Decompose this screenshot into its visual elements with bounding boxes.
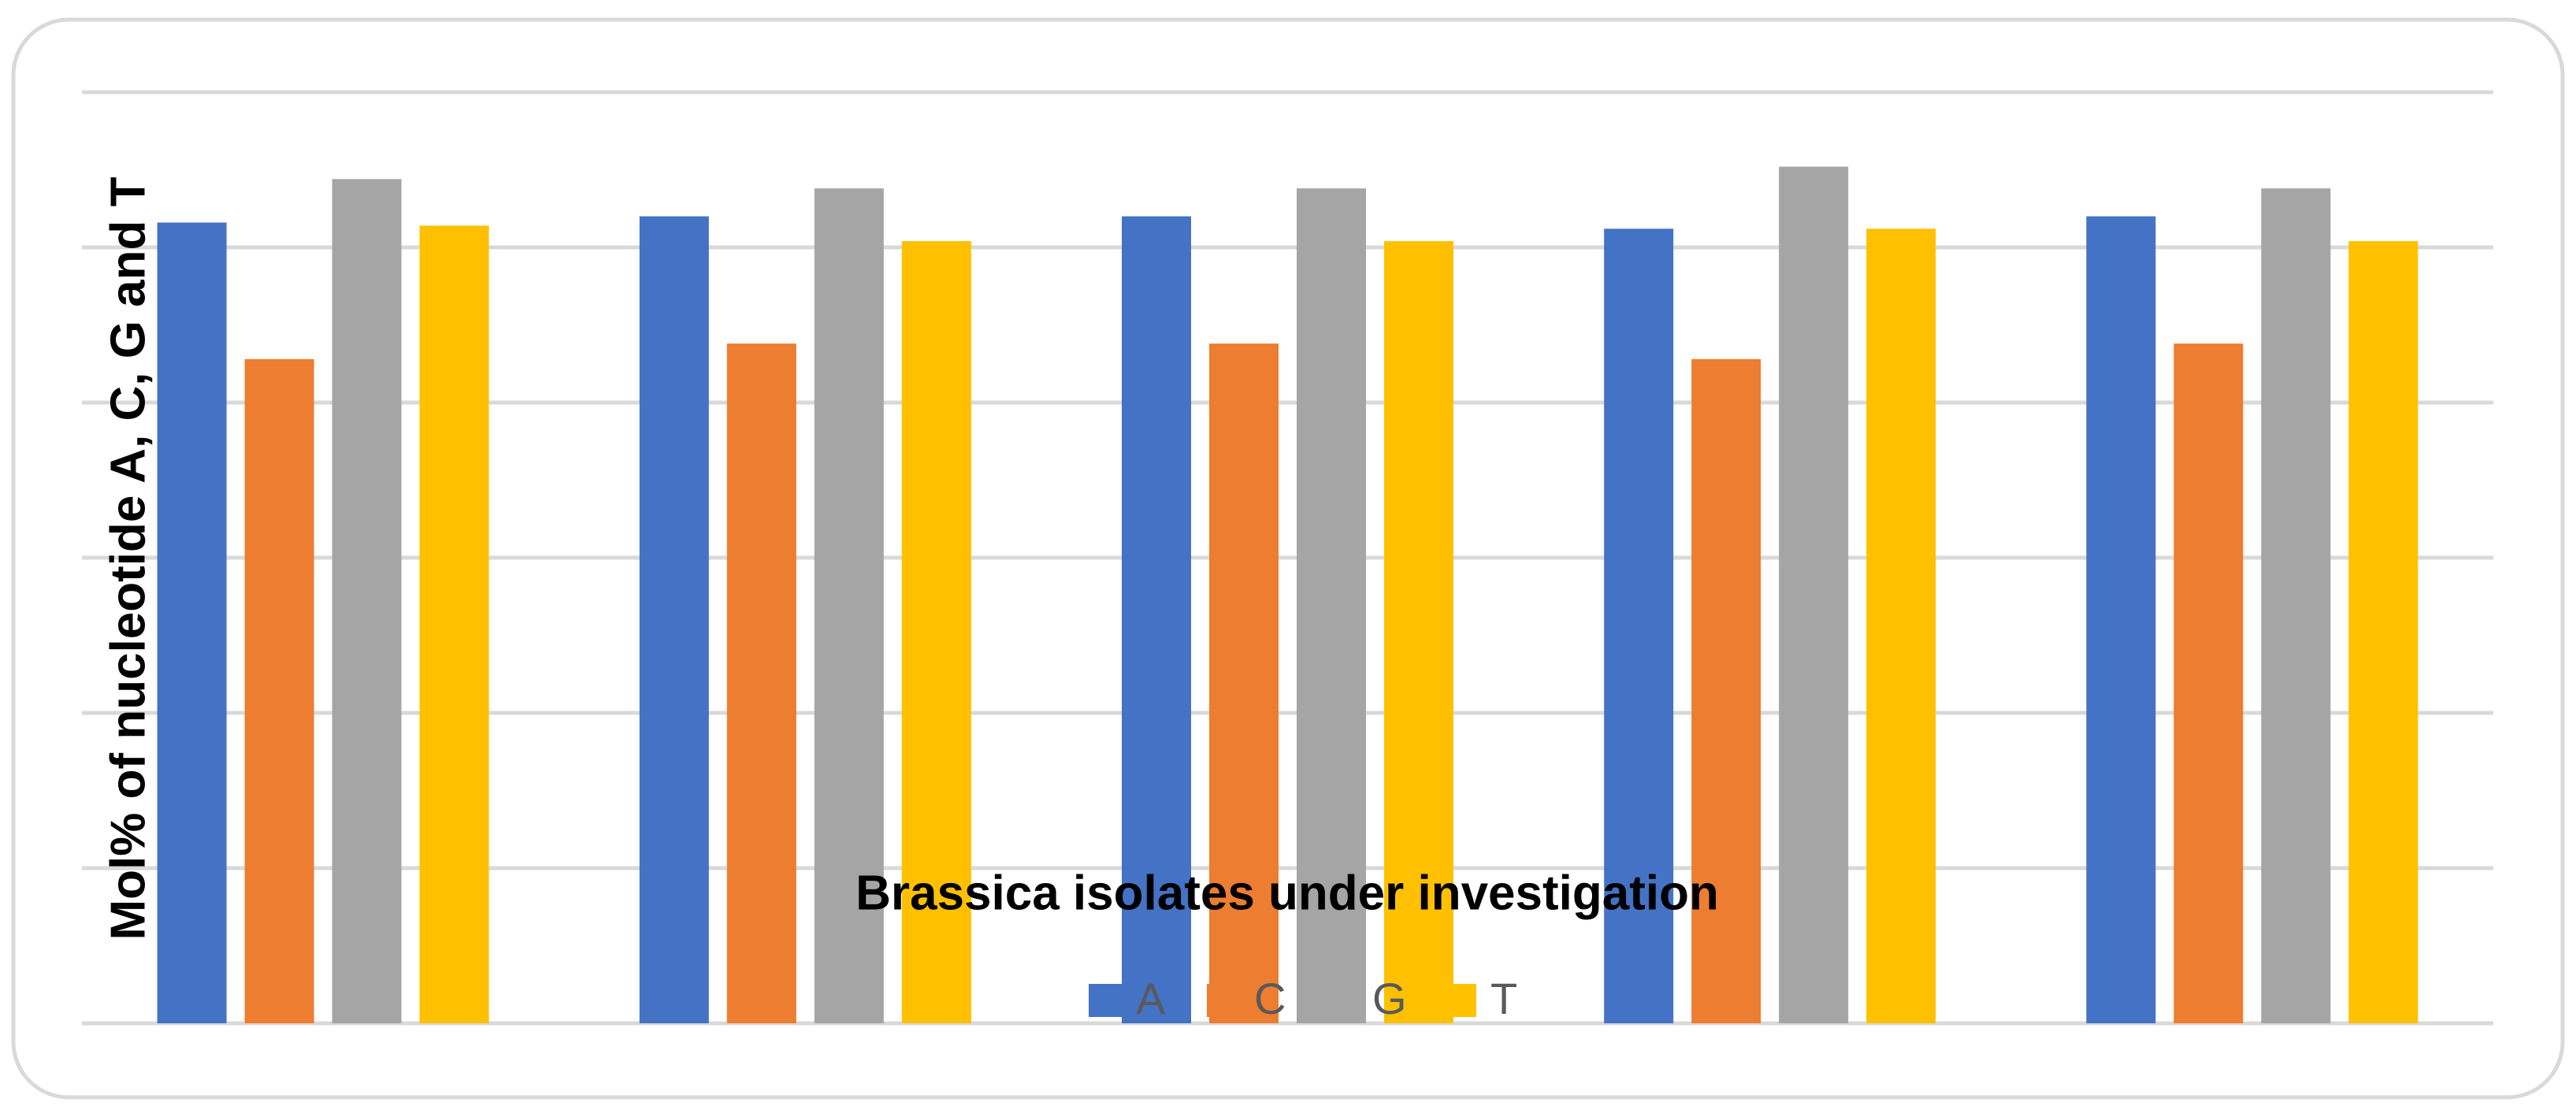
legend-label: A xyxy=(1136,974,1166,1023)
bar xyxy=(2348,241,2418,1023)
bar xyxy=(2261,188,2331,1023)
bar xyxy=(157,222,227,1024)
x-axis-title: Brassica isolates under investigation xyxy=(856,866,1719,920)
y-axis-title: Mol% of nucleotide A, C, G and T xyxy=(101,176,155,940)
legend-label: C xyxy=(1254,974,1286,1023)
bar xyxy=(814,188,884,1023)
bar xyxy=(2086,216,2156,1024)
bar xyxy=(1604,228,1674,1023)
bars xyxy=(157,166,2418,1024)
legend-swatch xyxy=(1207,984,1240,1017)
legend-swatch xyxy=(1089,984,1122,1017)
bar xyxy=(1691,358,1761,1024)
bar xyxy=(1209,343,1279,1023)
bar xyxy=(639,216,709,1024)
bar xyxy=(419,225,489,1023)
legend-swatch xyxy=(1443,984,1476,1017)
bar xyxy=(1384,241,1453,1023)
bar xyxy=(1297,188,1366,1023)
bar xyxy=(1866,228,1936,1023)
legend-label: T xyxy=(1490,974,1517,1023)
bar xyxy=(901,241,971,1023)
bar xyxy=(1122,216,1191,1024)
bar xyxy=(1779,166,1849,1023)
bar xyxy=(726,343,796,1023)
legend-swatch xyxy=(1325,984,1358,1017)
legend-label: G xyxy=(1372,974,1407,1023)
bar xyxy=(332,179,402,1023)
bar xyxy=(2173,343,2244,1023)
bar xyxy=(244,358,314,1024)
